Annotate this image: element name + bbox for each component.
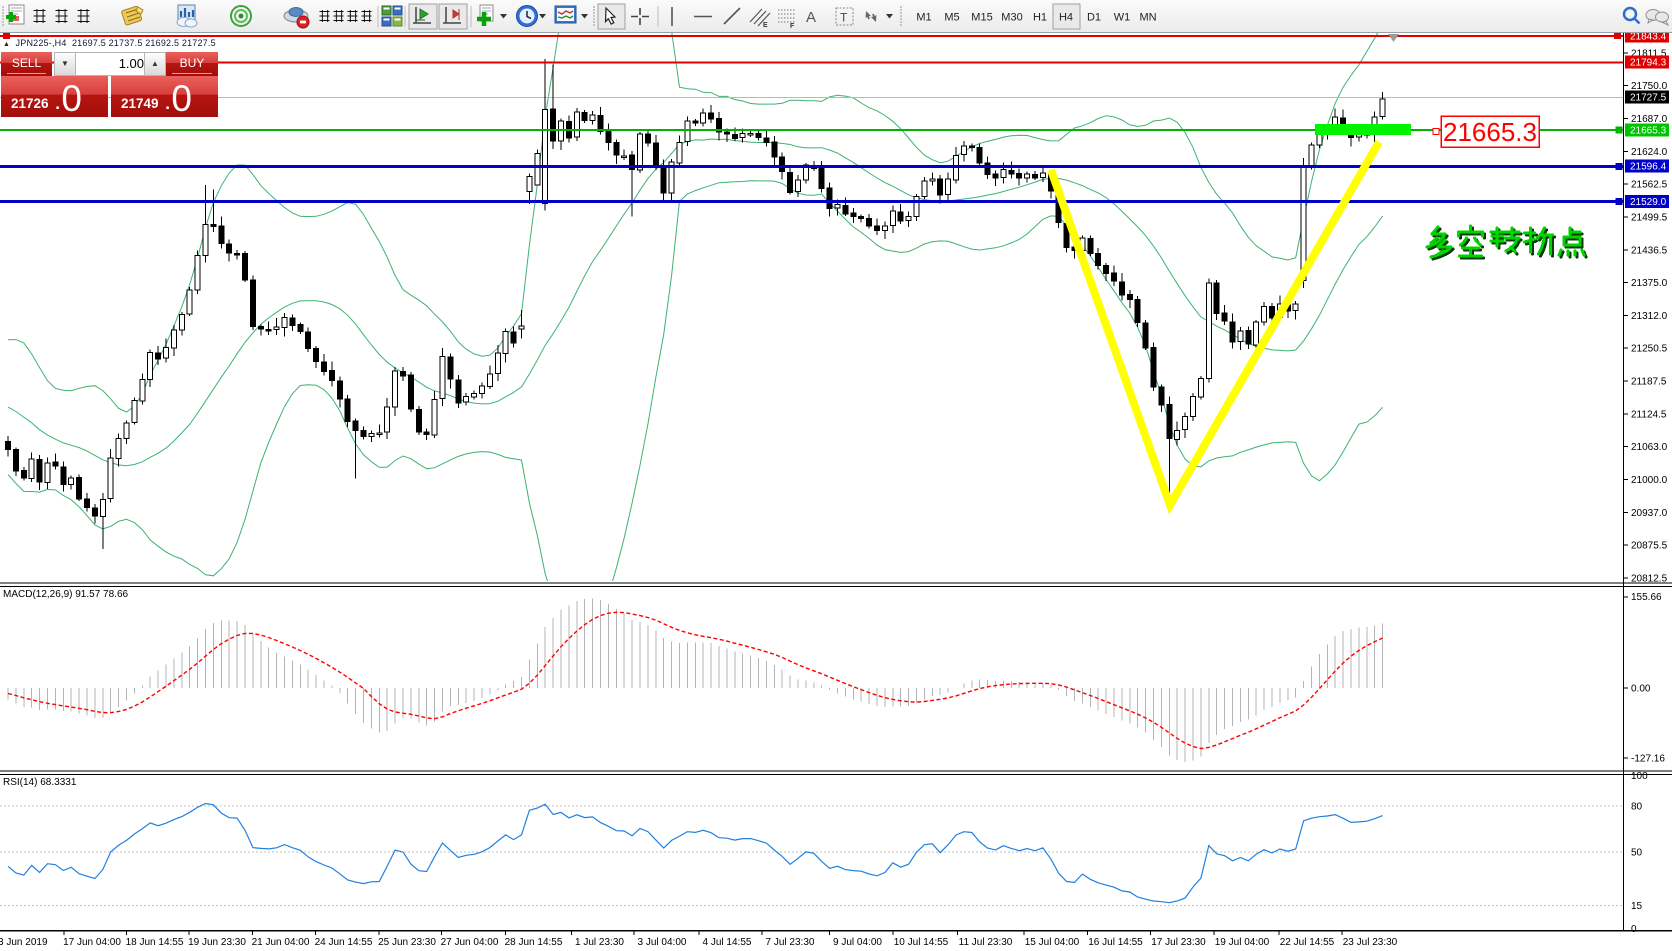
svg-text:10 Jul 14:55: 10 Jul 14:55 bbox=[894, 937, 949, 948]
svg-text:155.66: 155.66 bbox=[1631, 592, 1662, 603]
svg-text:19 Jun 23:30: 19 Jun 23:30 bbox=[188, 937, 246, 948]
svg-text:0: 0 bbox=[1631, 924, 1637, 935]
svg-text:7 Jul 23:30: 7 Jul 23:30 bbox=[766, 937, 815, 948]
svg-text:M30: M30 bbox=[1001, 12, 1022, 24]
svg-text:4 Jul 14:55: 4 Jul 14:55 bbox=[703, 937, 752, 948]
svg-text:M1: M1 bbox=[916, 12, 931, 24]
svg-text:18 Jun 14:55: 18 Jun 14:55 bbox=[126, 937, 184, 948]
svg-text:21187.5: 21187.5 bbox=[1631, 376, 1667, 387]
svg-text:H1: H1 bbox=[1033, 12, 1047, 24]
svg-text:21312.0: 21312.0 bbox=[1631, 311, 1668, 322]
svg-text:21665.3: 21665.3 bbox=[1443, 117, 1537, 147]
svg-text:24 Jun 14:55: 24 Jun 14:55 bbox=[315, 937, 373, 948]
svg-text:21727.5: 21727.5 bbox=[1630, 93, 1667, 104]
svg-text:21124.5: 21124.5 bbox=[1631, 410, 1667, 421]
svg-text:MN: MN bbox=[1139, 12, 1156, 24]
svg-text:21665.3: 21665.3 bbox=[1630, 125, 1667, 136]
svg-text:21063.0: 21063.0 bbox=[1631, 442, 1668, 453]
svg-text:0.00: 0.00 bbox=[1631, 684, 1651, 695]
svg-text:100: 100 bbox=[1631, 771, 1648, 782]
svg-text:17 Jun 04:00: 17 Jun 04:00 bbox=[63, 937, 121, 948]
svg-text:M15: M15 bbox=[971, 12, 992, 24]
svg-text:21811.5: 21811.5 bbox=[1631, 49, 1667, 60]
svg-text:W1: W1 bbox=[1114, 12, 1131, 24]
svg-text:20937.0: 20937.0 bbox=[1631, 508, 1668, 519]
svg-text:H4: H4 bbox=[1059, 12, 1073, 24]
svg-text:50: 50 bbox=[1631, 848, 1643, 859]
svg-text:21750.0: 21750.0 bbox=[1631, 81, 1668, 92]
svg-text:25 Jun 23:30: 25 Jun 23:30 bbox=[378, 937, 436, 948]
svg-text:15: 15 bbox=[1631, 901, 1643, 912]
svg-text:23 Jul 23:30: 23 Jul 23:30 bbox=[1343, 937, 1398, 948]
svg-text:M5: M5 bbox=[944, 12, 959, 24]
svg-text:A: A bbox=[806, 9, 816, 26]
svg-text:20875.5: 20875.5 bbox=[1631, 540, 1668, 551]
svg-text:15 Jul 04:00: 15 Jul 04:00 bbox=[1025, 937, 1080, 948]
svg-text:1 Jul 23:30: 1 Jul 23:30 bbox=[575, 937, 624, 948]
svg-text:MACD(12,26,9) 91.57 78.66: MACD(12,26,9) 91.57 78.66 bbox=[3, 589, 129, 600]
svg-text:21596.4: 21596.4 bbox=[1630, 162, 1667, 173]
svg-text:D1: D1 bbox=[1087, 12, 1101, 24]
svg-text:11 Jul 23:30: 11 Jul 23:30 bbox=[959, 937, 1013, 948]
svg-text:22 Jul 14:55: 22 Jul 14:55 bbox=[1280, 937, 1335, 948]
svg-text:E: E bbox=[763, 22, 768, 29]
svg-text:21687.0: 21687.0 bbox=[1631, 114, 1668, 125]
svg-text:21436.5: 21436.5 bbox=[1631, 246, 1668, 257]
svg-text:17 Jul 23:30: 17 Jul 23:30 bbox=[1151, 937, 1206, 948]
svg-text:20812.5: 20812.5 bbox=[1631, 574, 1668, 585]
svg-text:21 Jun 04:00: 21 Jun 04:00 bbox=[252, 937, 310, 948]
svg-text:21375.0: 21375.0 bbox=[1631, 278, 1668, 289]
svg-text:21499.5: 21499.5 bbox=[1631, 213, 1668, 224]
svg-text:80: 80 bbox=[1631, 802, 1643, 813]
svg-text:16 Jul 14:55: 16 Jul 14:55 bbox=[1088, 937, 1143, 948]
svg-text:21529.0: 21529.0 bbox=[1630, 197, 1667, 208]
svg-text:19 Jul 04:00: 19 Jul 04:00 bbox=[1215, 937, 1270, 948]
svg-text:21624.0: 21624.0 bbox=[1631, 147, 1668, 158]
svg-text:21794.3: 21794.3 bbox=[1630, 58, 1667, 69]
svg-text:21843.4: 21843.4 bbox=[1630, 32, 1667, 43]
svg-text:21000.0: 21000.0 bbox=[1631, 475, 1668, 486]
svg-text:27 Jun 04:00: 27 Jun 04:00 bbox=[441, 937, 499, 948]
svg-text:T: T bbox=[840, 11, 848, 25]
svg-text:13 Jun 2019: 13 Jun 2019 bbox=[0, 937, 48, 948]
svg-text:28 Jun 14:55: 28 Jun 14:55 bbox=[505, 937, 563, 948]
svg-text:21250.5: 21250.5 bbox=[1631, 343, 1668, 354]
svg-text:F: F bbox=[790, 23, 795, 30]
svg-text:RSI(14) 68.3331: RSI(14) 68.3331 bbox=[3, 777, 77, 788]
svg-text:-127.16: -127.16 bbox=[1631, 754, 1665, 765]
svg-text:3 Jul 04:00: 3 Jul 04:00 bbox=[638, 937, 687, 948]
svg-text:9 Jul 04:00: 9 Jul 04:00 bbox=[833, 937, 882, 948]
svg-text:21562.5: 21562.5 bbox=[1631, 179, 1668, 190]
